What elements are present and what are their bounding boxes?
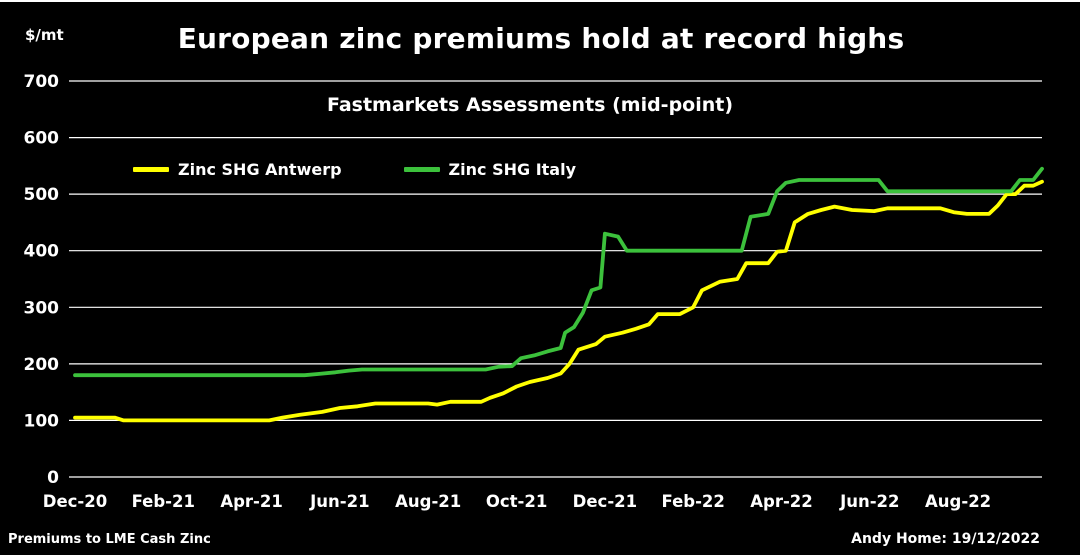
byline-date: Andy Home: 19/12/2022 bbox=[851, 531, 1040, 547]
x-tick-label-Oct-21: Oct-21 bbox=[486, 492, 548, 511]
x-tick-label-Jun-21: Jun-21 bbox=[309, 492, 369, 511]
series-line-zinc-shg-italy bbox=[73, 166, 1044, 378]
right-border-line bbox=[1080, 0, 1082, 555]
x-tick-label-Jun-22: Jun-22 bbox=[839, 492, 899, 511]
y-tick-label-700: 700 bbox=[24, 72, 60, 92]
y-axis-unit-label: $/mt bbox=[25, 26, 64, 44]
x-tick-label-Feb-21: Feb-21 bbox=[132, 492, 195, 511]
antwerp-line-swatch bbox=[133, 167, 169, 172]
italy-line-swatch bbox=[403, 167, 440, 172]
y-tick-label-0: 0 bbox=[47, 468, 59, 488]
footnote-premiums-basis: Premiums to LME Cash Zinc bbox=[8, 532, 211, 547]
y-tick-label-200: 200 bbox=[24, 355, 60, 375]
chart-subtitle: Fastmarkets Assessments (mid-point) bbox=[326, 94, 734, 116]
legend-label-antwerp: Zinc SHG Antwerp bbox=[178, 160, 342, 179]
x-tick-label-Dec-20: Dec-20 bbox=[43, 492, 107, 511]
top-border-line bbox=[0, 0, 1082, 2]
x-tick-label-Apr-21: Apr-21 bbox=[220, 492, 283, 511]
y-tick-label-600: 600 bbox=[24, 129, 60, 149]
x-tick-label-Apr-22: Apr-22 bbox=[750, 492, 813, 511]
y-tick-label-100: 100 bbox=[24, 411, 60, 431]
legend: Zinc SHG Antwerp Zinc SHG Italy bbox=[133, 160, 576, 179]
y-tick-label-400: 400 bbox=[24, 242, 60, 262]
y-tick-label-300: 300 bbox=[24, 298, 60, 318]
legend-item-antwerp: Zinc SHG Antwerp bbox=[133, 160, 342, 179]
y-tick-label-500: 500 bbox=[24, 185, 60, 205]
x-tick-label-Aug-21: Aug-21 bbox=[395, 492, 461, 511]
legend-item-italy: Zinc SHG Italy bbox=[403, 160, 577, 179]
x-tick-label-Feb-22: Feb-22 bbox=[661, 492, 724, 511]
chart-title: European zinc premiums hold at record hi… bbox=[177, 22, 905, 55]
legend-label-italy: Zinc SHG Italy bbox=[448, 160, 577, 179]
x-tick-label-Aug-22: Aug-22 bbox=[925, 492, 991, 511]
series-line-zinc-shg-antwerp bbox=[73, 179, 1044, 423]
x-tick-label-Dec-21: Dec-21 bbox=[573, 492, 637, 511]
